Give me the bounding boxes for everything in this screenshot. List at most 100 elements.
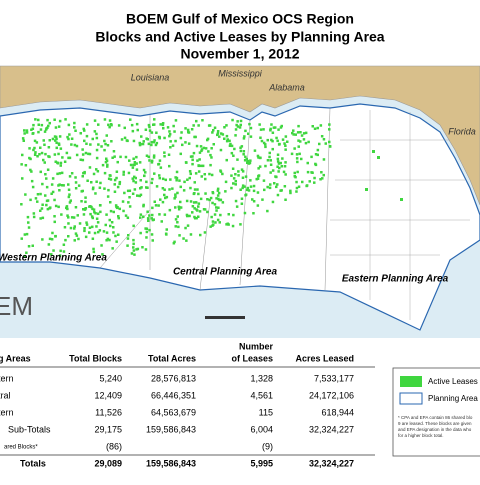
lease	[209, 153, 212, 157]
lease	[143, 174, 146, 178]
lease	[251, 198, 254, 201]
lease	[68, 201, 72, 204]
lease	[103, 148, 106, 152]
lease	[67, 188, 71, 191]
lease	[54, 160, 57, 163]
lease	[263, 188, 266, 192]
lease	[104, 160, 108, 164]
lease	[24, 193, 27, 196]
lease	[268, 155, 271, 159]
lease	[168, 130, 171, 133]
lease	[80, 190, 83, 193]
lease	[279, 126, 283, 129]
lease	[256, 191, 260, 194]
lease	[58, 172, 62, 175]
lease	[174, 195, 177, 199]
lease	[212, 223, 215, 226]
lease	[293, 147, 296, 150]
lease	[277, 162, 281, 165]
lease	[242, 153, 245, 156]
lease	[153, 172, 156, 175]
lease	[75, 144, 79, 148]
lease	[88, 231, 91, 234]
lease	[131, 177, 134, 180]
lease	[148, 159, 151, 162]
lease	[268, 151, 271, 155]
lease	[39, 128, 43, 131]
lease	[295, 186, 299, 190]
lease	[45, 185, 49, 189]
lease	[188, 176, 191, 180]
lease	[295, 153, 299, 156]
lease	[132, 224, 135, 228]
lease	[199, 164, 203, 168]
lease	[295, 157, 299, 160]
lease	[277, 128, 280, 131]
lease	[231, 167, 235, 170]
lease	[161, 177, 165, 181]
lease	[216, 189, 220, 192]
lease	[223, 137, 226, 140]
lease	[32, 212, 36, 215]
lease	[214, 221, 217, 224]
lease	[163, 151, 166, 154]
lease	[95, 136, 99, 140]
lease	[70, 172, 74, 175]
lease	[206, 138, 209, 142]
lease	[62, 243, 66, 246]
lease	[97, 123, 100, 126]
lease	[155, 185, 159, 188]
lease	[25, 251, 28, 254]
lease	[208, 124, 212, 127]
lease	[152, 140, 155, 144]
lease	[95, 225, 98, 228]
lease	[365, 188, 368, 191]
lease	[284, 161, 287, 164]
table-cell: 6,004	[250, 424, 273, 434]
lease	[211, 131, 214, 134]
lease	[268, 186, 272, 190]
lease	[241, 184, 245, 187]
lease	[165, 228, 168, 231]
lease	[144, 227, 147, 230]
lease	[129, 163, 133, 167]
lease	[54, 126, 58, 129]
table-cell: 12,409	[94, 390, 122, 400]
lease	[232, 213, 235, 217]
lease	[158, 176, 161, 180]
lease	[31, 185, 35, 189]
lease	[237, 174, 240, 177]
lease	[291, 131, 294, 135]
lease	[32, 148, 35, 152]
lease	[66, 135, 69, 139]
lease	[117, 216, 120, 220]
lease	[252, 189, 256, 193]
lease	[168, 208, 172, 212]
lease	[328, 123, 331, 126]
lease	[27, 221, 30, 224]
lease	[122, 173, 125, 176]
lease	[276, 139, 279, 143]
lease	[218, 221, 221, 224]
lease	[161, 123, 165, 127]
lease	[216, 218, 220, 222]
legend-label: Active Leases	[428, 377, 478, 386]
lease	[271, 131, 275, 134]
lease	[128, 159, 131, 162]
lease	[195, 208, 198, 211]
lease	[64, 238, 67, 242]
lease	[92, 250, 96, 254]
lease	[95, 217, 99, 220]
lease	[186, 128, 190, 132]
lease	[278, 166, 281, 170]
lease	[193, 192, 196, 195]
lease	[44, 194, 47, 197]
lease	[197, 205, 200, 208]
lease	[313, 127, 317, 130]
lease	[203, 231, 207, 234]
lease	[105, 159, 109, 163]
lease	[150, 161, 154, 164]
lease	[174, 225, 177, 228]
lease	[184, 127, 187, 130]
lease	[37, 130, 40, 134]
